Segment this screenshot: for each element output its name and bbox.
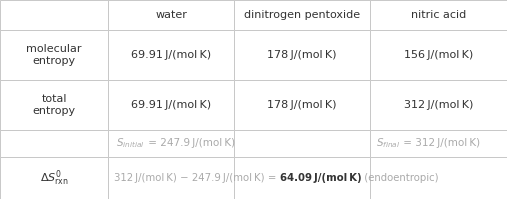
Text: $S_{\mathit{initial}}$: $S_{\mathit{initial}}$ [116,137,144,150]
Bar [234,30,370,80]
Text: = 312 J/(mol K): = 312 J/(mol K) [400,139,480,148]
Bar [370,130,507,157]
Text: 156 J/(mol K): 156 J/(mol K) [404,50,473,60]
Bar [234,157,370,199]
Text: nitric acid: nitric acid [411,10,466,20]
Text: 178 J/(mol K): 178 J/(mol K) [267,50,337,60]
Text: total
entropy: total entropy [32,94,76,116]
Bar [0,80,108,130]
Text: 69.91 J/(mol K): 69.91 J/(mol K) [131,50,211,60]
Text: 312 J/(mol K) − 247.9 J/(mol K) =: 312 J/(mol K) − 247.9 J/(mol K) = [114,173,280,183]
Text: $S_{\mathit{final}}$: $S_{\mathit{final}}$ [376,137,400,150]
Bar [108,157,234,199]
Text: 312 J/(mol K): 312 J/(mol K) [404,100,473,110]
Bar [108,80,234,130]
Text: 69.91 J/(mol K): 69.91 J/(mol K) [131,100,211,110]
Text: water: water [155,10,187,20]
Bar [108,0,234,30]
Bar [108,130,234,157]
Bar [234,0,370,30]
Text: molecular
entropy: molecular entropy [26,44,82,66]
Text: $\Delta S^0_{\mathrm{rxn}}$: $\Delta S^0_{\mathrm{rxn}}$ [40,168,68,188]
Text: (endoentropic): (endoentropic) [361,173,439,183]
Bar [0,30,108,80]
Bar [370,157,507,199]
Bar [0,157,108,199]
Text: = 247.9 J/(mol K): = 247.9 J/(mol K) [144,139,235,148]
Bar [108,30,234,80]
Text: dinitrogen pentoxide: dinitrogen pentoxide [244,10,360,20]
Bar [370,30,507,80]
Text: 64.09 J/(mol K): 64.09 J/(mol K) [280,173,361,183]
Bar [370,80,507,130]
Bar [370,0,507,30]
Bar [234,80,370,130]
Bar [234,130,370,157]
Text: 178 J/(mol K): 178 J/(mol K) [267,100,337,110]
Bar [0,130,108,157]
Bar [0,0,108,30]
